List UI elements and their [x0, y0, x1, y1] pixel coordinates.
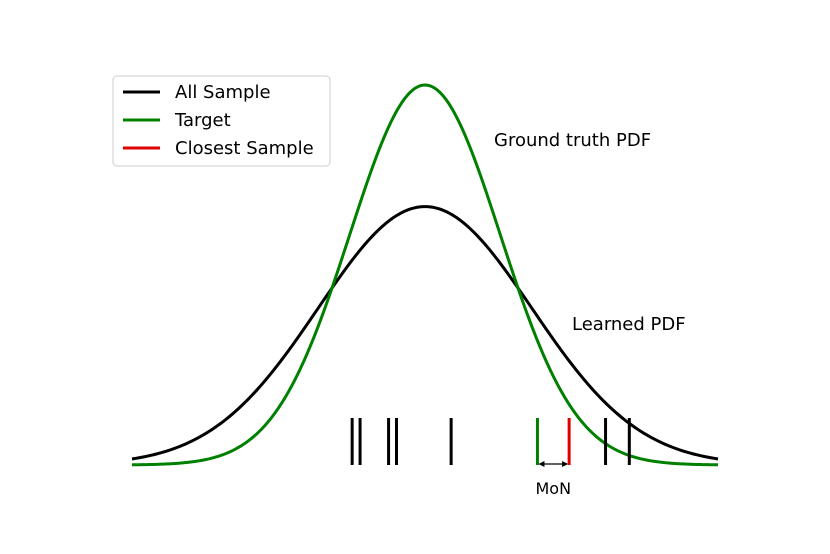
mon-annotation: MoN: [536, 461, 572, 498]
learned-pdf-curve: [131, 205, 719, 461]
ground-truth-pdf-label: Ground truth PDF: [494, 130, 651, 151]
ground-truth-pdf-curve: [131, 83, 719, 467]
legend-label-all-sample: All Sample: [175, 82, 271, 103]
mon-arrowhead-left: [538, 461, 545, 467]
legend: All Sample Target Closest Sample: [112, 75, 331, 167]
mon-label: MoN: [536, 479, 572, 498]
curves-layer: [131, 83, 719, 467]
learned-pdf-label: Learned PDF: [572, 314, 686, 335]
legend-box: [112, 75, 331, 167]
legend-label-target: Target: [174, 110, 231, 131]
legend-label-closest-sample: Closest Sample: [175, 138, 314, 159]
samples-layer: [350, 418, 631, 465]
mon-arrowhead-right: [562, 461, 569, 467]
